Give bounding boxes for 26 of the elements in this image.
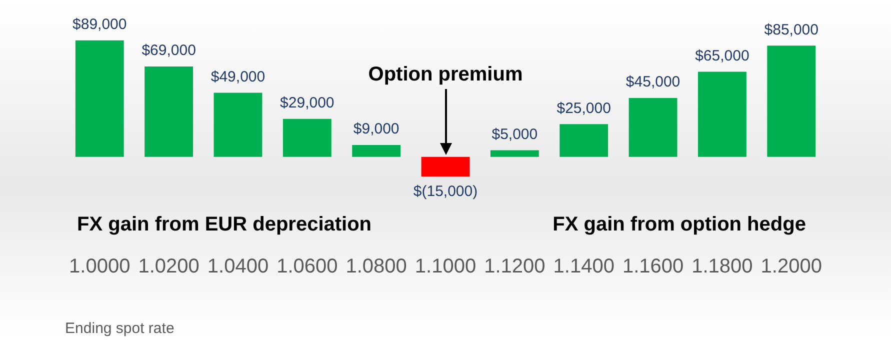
- x-tick-label: 1.0200: [138, 256, 200, 278]
- data-label: $5,000: [492, 126, 538, 143]
- x-tick-label: 1.0800: [346, 256, 407, 278]
- text: FX gain from EUR depreciation: [77, 214, 372, 236]
- data-label: $25,000: [556, 100, 611, 117]
- x-tick-label: 1.1600: [622, 256, 684, 278]
- x-tick-label: 1.1800: [692, 256, 753, 278]
- x-tick-label: 1.1200: [484, 256, 546, 278]
- data-label: $49,000: [210, 68, 266, 86]
- annotation: Option premium: [368, 63, 523, 86]
- data-label: $29,000: [280, 94, 334, 112]
- x-tick-label: 1.0600: [276, 256, 338, 278]
- data-label: $45,000: [626, 74, 680, 91]
- x-tick-label: 1.1000: [414, 256, 476, 278]
- data-label: $89,000: [72, 16, 127, 34]
- x-tick-label: 1.0400: [207, 256, 269, 278]
- data-label: $(15,000): [413, 183, 478, 200]
- data-label: $65,000: [695, 47, 750, 64]
- data-label: $69,000: [142, 42, 196, 60]
- x-axis-title: Ending spot rate: [65, 320, 174, 338]
- text: FX gain from option hedge: [552, 214, 806, 236]
- x-tick-label: 1.0000: [69, 256, 130, 278]
- x-tick-label: 1.2000: [760, 256, 822, 278]
- data-label: $85,000: [764, 21, 818, 38]
- data-label: $9,000: [353, 120, 400, 138]
- x-tick-label: 1.1400: [553, 256, 614, 278]
